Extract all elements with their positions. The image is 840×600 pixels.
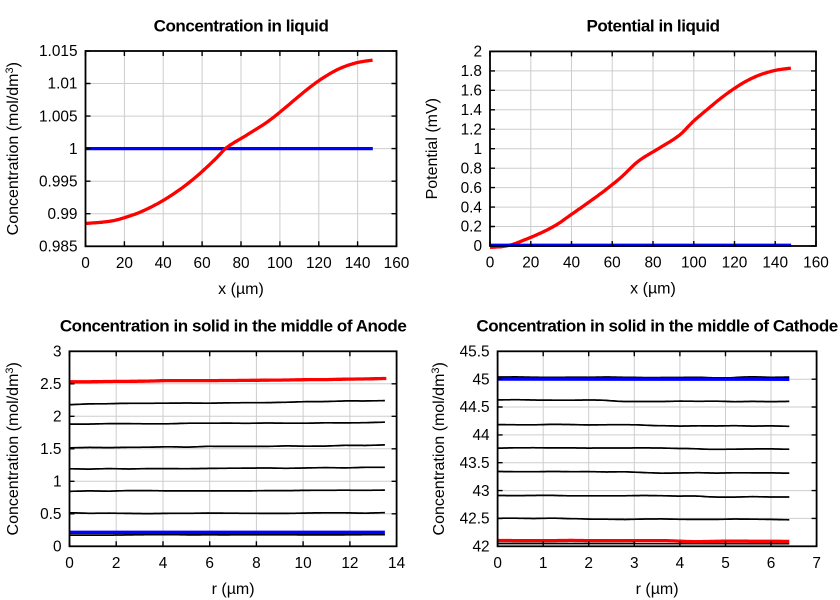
svg-text:Concentration in solid in the: Concentration in solid in the middle of …	[476, 316, 837, 335]
svg-text:140: 140	[345, 255, 371, 272]
svg-text:40: 40	[563, 255, 580, 272]
svg-text:1.01: 1.01	[48, 76, 78, 93]
svg-text:Concentration in solid in the: Concentration in solid in the middle of …	[60, 316, 407, 335]
svg-text:42.5: 42.5	[460, 511, 490, 528]
svg-text:43.5: 43.5	[460, 455, 490, 472]
svg-text:3: 3	[53, 344, 62, 361]
svg-text:45: 45	[472, 371, 489, 388]
svg-text:42: 42	[472, 539, 489, 556]
svg-text:1.015: 1.015	[39, 43, 78, 60]
svg-text:r (µm): r (µm)	[636, 581, 679, 598]
svg-text:44: 44	[472, 427, 490, 444]
svg-text:1.005: 1.005	[39, 108, 78, 125]
svg-text:8: 8	[252, 555, 261, 572]
svg-text:0: 0	[53, 539, 62, 556]
svg-text:Concentration (mol/dm3): Concentration (mol/dm3)	[430, 362, 448, 535]
svg-text:1.5: 1.5	[40, 441, 61, 458]
svg-text:1: 1	[473, 141, 482, 158]
svg-text:r (µm): r (µm)	[212, 581, 255, 598]
svg-text:0.8: 0.8	[461, 160, 482, 177]
svg-text:44.5: 44.5	[460, 399, 490, 416]
svg-text:2: 2	[473, 44, 482, 61]
svg-text:1.6: 1.6	[461, 83, 482, 100]
svg-text:0.5: 0.5	[40, 506, 61, 523]
svg-text:45.5: 45.5	[460, 344, 490, 361]
svg-text:x (µm): x (µm)	[218, 281, 264, 298]
svg-text:Potential (mV): Potential (mV)	[424, 98, 441, 199]
svg-text:7: 7	[812, 555, 821, 572]
svg-text:6: 6	[767, 555, 776, 572]
svg-text:Concentration (mol/dm3): Concentration (mol/dm3)	[4, 62, 22, 235]
svg-text:3: 3	[630, 555, 639, 572]
svg-text:6: 6	[205, 555, 214, 572]
svg-text:1.8: 1.8	[461, 63, 482, 80]
svg-text:0: 0	[493, 555, 502, 572]
svg-text:140: 140	[762, 255, 788, 272]
svg-text:5: 5	[721, 555, 730, 572]
svg-text:1: 1	[69, 141, 78, 158]
svg-text:Potential in liquid: Potential in liquid	[586, 16, 719, 35]
svg-text:20: 20	[522, 255, 539, 272]
svg-text:4: 4	[676, 555, 685, 572]
svg-text:60: 60	[194, 255, 211, 272]
svg-text:1.2: 1.2	[461, 121, 482, 138]
svg-text:43: 43	[472, 483, 489, 500]
svg-text:2.5: 2.5	[40, 376, 61, 393]
svg-text:1: 1	[539, 555, 548, 572]
svg-text:120: 120	[722, 255, 748, 272]
svg-text:0.2: 0.2	[461, 219, 482, 236]
svg-text:0.985: 0.985	[39, 239, 78, 256]
svg-text:0: 0	[81, 255, 90, 272]
svg-text:20: 20	[116, 255, 133, 272]
svg-text:80: 80	[232, 255, 249, 272]
svg-text:100: 100	[267, 255, 293, 272]
svg-text:0.4: 0.4	[461, 199, 483, 216]
svg-text:Concentration in liquid: Concentration in liquid	[154, 16, 329, 35]
svg-text:Concentration (mol/dm3): Concentration (mol/dm3)	[4, 362, 22, 535]
svg-text:0.995: 0.995	[39, 173, 78, 190]
svg-text:160: 160	[384, 255, 410, 272]
svg-text:100: 100	[681, 255, 707, 272]
svg-text:2: 2	[584, 555, 593, 572]
svg-text:0.6: 0.6	[461, 180, 482, 197]
svg-text:1: 1	[53, 474, 62, 491]
svg-text:60: 60	[604, 255, 621, 272]
svg-text:1.4: 1.4	[461, 102, 483, 119]
svg-text:0: 0	[65, 555, 74, 572]
svg-text:40: 40	[155, 255, 172, 272]
svg-text:4: 4	[159, 555, 168, 572]
svg-text:2: 2	[112, 555, 121, 572]
svg-text:0: 0	[473, 238, 482, 255]
svg-text:12: 12	[341, 555, 358, 572]
svg-text:14: 14	[388, 555, 406, 572]
svg-text:160: 160	[803, 255, 829, 272]
svg-text:0: 0	[486, 255, 495, 272]
svg-text:2: 2	[53, 409, 62, 426]
svg-text:120: 120	[306, 255, 332, 272]
svg-text:x (µm): x (µm)	[630, 281, 676, 298]
svg-text:0.99: 0.99	[48, 206, 78, 223]
svg-text:80: 80	[644, 255, 661, 272]
svg-text:10: 10	[295, 555, 312, 572]
